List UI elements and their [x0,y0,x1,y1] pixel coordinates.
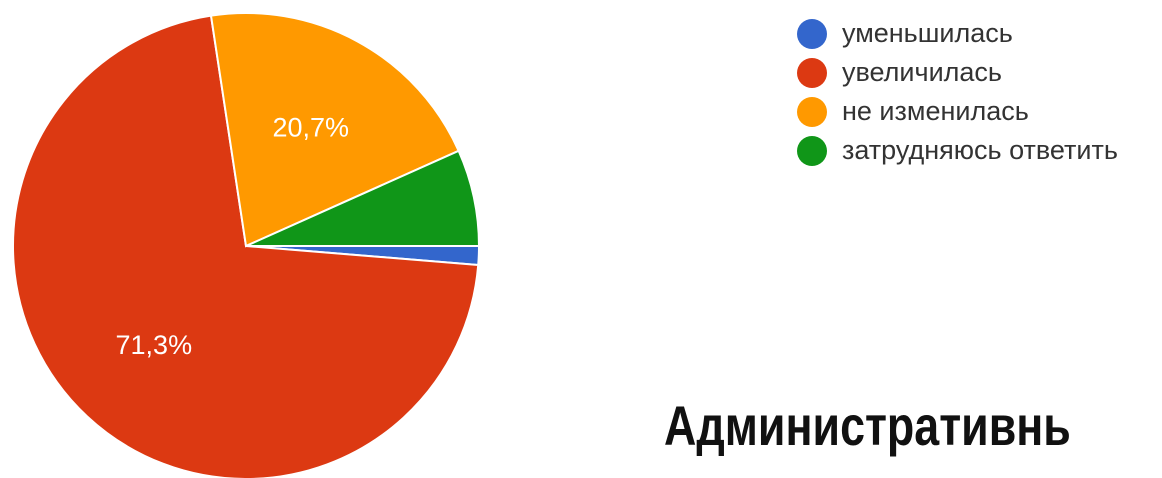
legend-swatch [797,135,827,166]
legend-label: не изменилась [842,96,1029,126]
pie-data-labels: 71,3% 20,7% [116,112,349,359]
legend-item-увеличилась: увеличилась [797,53,1118,92]
data-label-не-изменилась: 20,7% [272,112,349,142]
pie-slice-не-изменилась [209,12,460,248]
legend-label: затрудняюсь ответить [842,135,1118,165]
chart-legend: уменьшилась увеличилась не изменилась затру… [797,14,1118,170]
data-label-увеличилась: 71,3% [116,330,193,360]
legend-item-затрудняюсь-ответить: затрудняюсь ответить [797,131,1118,170]
legend-label: уменьшилась [842,18,1013,48]
pie-slices [12,12,481,478]
legend-swatch [797,96,827,127]
legend-swatch [797,57,827,88]
legend-label: увеличилась [842,57,1002,87]
section-heading: Административнь [664,394,1071,457]
pie-slice-затрудняюсь-ответить [245,149,481,247]
legend-item-уменьшилась: уменьшилась [797,14,1118,53]
legend-item-не-изменилась: не изменилась [797,92,1118,131]
legend-swatch [797,18,827,49]
